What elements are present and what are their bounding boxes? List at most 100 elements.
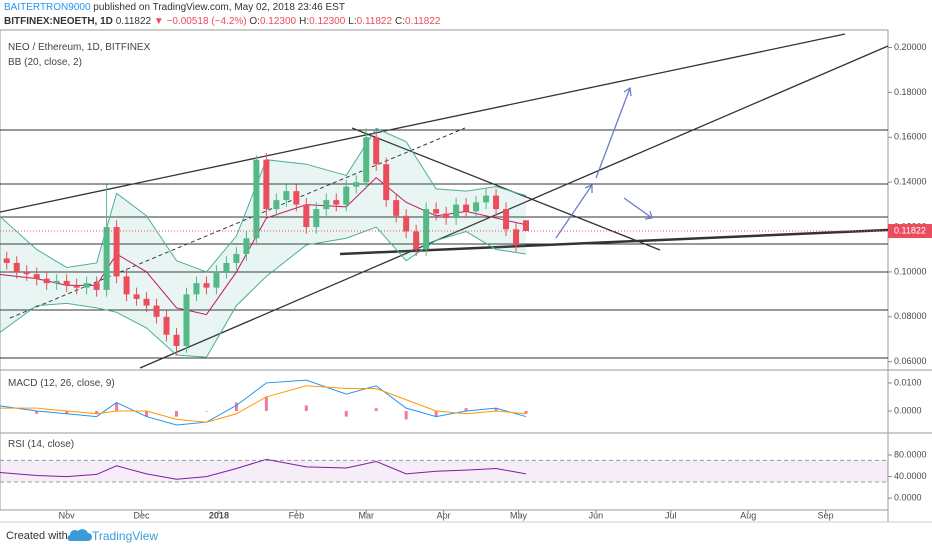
y-tick-label: 0.18000	[894, 87, 927, 97]
candle-body	[113, 227, 120, 277]
macd-hist	[464, 408, 468, 411]
macd-hist	[95, 410, 99, 414]
candle-body	[363, 137, 370, 183]
macd-hist	[65, 410, 69, 414]
macd-hist	[145, 410, 149, 417]
drawings	[0, 33, 889, 369]
candle-body	[83, 283, 90, 288]
y-tick-label: 0.08000	[894, 311, 927, 321]
macd-hist	[374, 408, 378, 411]
candle-body	[103, 227, 110, 290]
y-tick-label: 0.0000	[894, 493, 922, 503]
candle-body	[513, 229, 520, 245]
rsi-line	[0, 458, 527, 480]
x-tick-label: Nov	[59, 510, 76, 520]
y-tick-label: 0.0000	[894, 405, 922, 415]
macd-hist	[264, 396, 268, 411]
x-tick-label: Sep	[818, 510, 834, 520]
candle-body	[313, 209, 320, 228]
candle-body	[453, 204, 460, 219]
arrows	[555, 86, 653, 239]
candle-body	[43, 278, 50, 284]
candle-body	[253, 159, 260, 239]
candle-body	[353, 182, 360, 187]
candle-body	[423, 209, 430, 250]
ohlc-value: 0.12300	[309, 16, 346, 27]
candle-body	[283, 191, 290, 201]
arrow	[623, 197, 653, 220]
footer-brand[interactable]: TradingView	[92, 529, 159, 543]
candle-body	[293, 191, 300, 205]
ohlc-label: O:	[249, 16, 260, 27]
bb-upper	[0, 127, 527, 273]
ohlc-value: 0.12300	[259, 16, 297, 27]
legend: NEO / Ethereum, 1D, BITFINEX	[8, 42, 151, 53]
header-line: BITFINEX:NEOETH, 1D 0.11822 ▼ −0.00518 (…	[4, 16, 443, 27]
x-tick-label: 2018	[209, 510, 229, 520]
y-tick-label: 0.10000	[894, 266, 927, 276]
x-tick-label: Mar	[358, 510, 374, 520]
y-tick-label: 0.16000	[894, 132, 927, 142]
candle-body	[123, 276, 130, 295]
x-tick-label: Apr	[437, 510, 451, 520]
legend: MACD (12, 26, close, 9)	[8, 378, 115, 389]
last: 0.11822	[115, 16, 152, 27]
y-tick-label: 0.06000	[894, 356, 927, 366]
support-line	[339, 228, 889, 256]
ohlc-label: L:	[348, 16, 357, 27]
candle-body	[393, 200, 400, 216]
candle-body	[193, 283, 200, 295]
ohlc-label: C:	[395, 16, 406, 27]
candle-body	[523, 220, 530, 232]
candle-body	[333, 200, 340, 205]
candle-body	[23, 271, 30, 275]
macd-hist	[234, 402, 238, 411]
candle-body	[503, 209, 510, 230]
published: published on TradingView.com, May 02, 20…	[93, 2, 345, 13]
trendline	[0, 33, 846, 213]
x-tick-label: Dec	[134, 510, 151, 520]
last-price-box	[888, 224, 932, 239]
macd-hist	[35, 410, 39, 414]
ohlc-value: 0.11822	[356, 16, 393, 27]
candle-body	[273, 200, 280, 210]
macd-hist	[304, 405, 308, 411]
change: −0.00518 (−4.2%)	[166, 16, 247, 27]
candle-body	[203, 283, 210, 288]
macd-hist	[344, 410, 348, 417]
arrow: ▼	[153, 16, 164, 27]
candle-body	[243, 238, 250, 254]
candle-body	[133, 294, 140, 299]
logo	[67, 529, 92, 542]
bb-lower	[0, 226, 527, 358]
macd-hist	[204, 410, 208, 412]
macd-hist	[115, 402, 119, 411]
candle-body	[173, 334, 180, 346]
candle-body	[263, 159, 270, 210]
symbol: BITFINEX:NEOETH, 1D	[4, 16, 113, 27]
candle-body	[233, 253, 240, 263]
candle-body	[183, 294, 190, 346]
footer-text: Created with	[6, 530, 68, 542]
y-tick-label: 0.20000	[894, 42, 927, 52]
candle-body	[33, 274, 40, 279]
x-tick-label: Jun	[589, 510, 604, 520]
candle-body	[493, 195, 500, 210]
signal-line	[0, 385, 527, 423]
candle-body	[403, 215, 410, 232]
candle-body	[413, 231, 420, 250]
candle-body	[473, 202, 480, 212]
header-line: BAITERTRON9000 published on TradingView.…	[4, 2, 345, 13]
macd-hist	[524, 410, 528, 414]
author: BAITERTRON9000	[4, 2, 91, 13]
candle-body	[303, 204, 310, 228]
candle-body	[153, 305, 160, 317]
macd-hist	[404, 410, 408, 420]
bb-middle	[0, 176, 527, 316]
x-tick-label: May	[510, 510, 528, 520]
macd-hist	[494, 408, 498, 411]
y-tick-label: 80.0000	[894, 449, 927, 459]
x-tick-label: Feb	[289, 510, 305, 520]
trendline	[351, 127, 661, 251]
